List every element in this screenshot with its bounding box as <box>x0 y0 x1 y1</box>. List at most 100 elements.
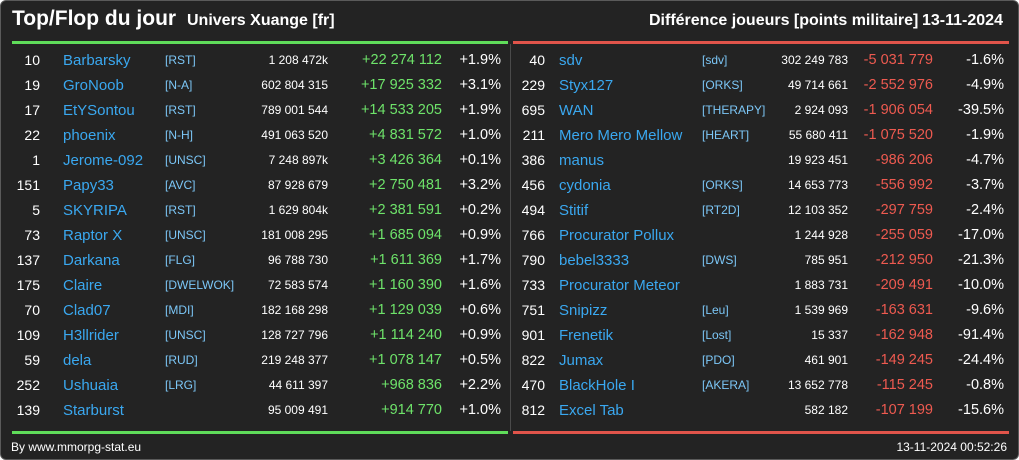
list-item: 229 Styx127 [ORKS] 49 714 661 -2 552 976 -4.9… <box>1 73 1004 98</box>
player-rank: 151 <box>16 177 40 193</box>
percent-change: -1.6% <box>966 52 1004 68</box>
player-name-link[interactable]: Procurator Meteor <box>559 277 680 294</box>
player-name-link[interactable]: SKYRIPA <box>63 202 127 219</box>
alliance-tag[interactable]: [UNSC] <box>165 328 206 342</box>
list-item: 456 cydonia [ORKS] 14 653 773 -556 992 -3.7% <box>1 173 1004 198</box>
player-name-link[interactable]: bebel3333 <box>559 252 630 269</box>
alliance-tag[interactable]: [LRG] <box>165 378 197 392</box>
player-name-link[interactable]: Jerome-092 <box>63 152 144 169</box>
player-points: 1 208 472k <box>268 53 328 67</box>
points-difference: +17 925 332 <box>360 77 442 93</box>
alliance-tag[interactable]: [AKERA] <box>702 378 750 392</box>
player-name-link[interactable]: H3llrider <box>63 327 119 344</box>
percent-change: +1.9% <box>459 102 501 118</box>
points-difference: -107 199 <box>875 402 933 418</box>
player-name-link[interactable]: sdv <box>559 52 583 69</box>
player-name-link[interactable]: WAN <box>559 102 594 119</box>
points-difference: -212 950 <box>875 252 933 268</box>
player-name-link[interactable]: Jumax <box>559 352 604 369</box>
alliance-tag[interactable]: [FLG] <box>165 253 196 267</box>
alliance-tag[interactable]: [N-H] <box>165 128 193 142</box>
percent-change: -15.6% <box>958 402 1004 418</box>
player-name-link[interactable]: Clad07 <box>63 302 111 319</box>
player-name-link[interactable]: GroNoob <box>63 77 124 94</box>
alliance-tag[interactable]: [MDI] <box>165 303 194 317</box>
alliance-tag[interactable]: [sdv] <box>702 53 728 67</box>
points-difference: +1 160 390 <box>369 277 442 293</box>
points-difference: +3 426 364 <box>369 152 442 168</box>
player-name-link[interactable]: BlackHole I <box>559 377 635 394</box>
player-name-link[interactable]: manus <box>559 152 605 169</box>
alliance-tag[interactable]: [ORKS] <box>702 78 743 92</box>
player-rank: 139 <box>16 402 40 418</box>
alliance-tag[interactable]: [RST] <box>165 103 196 117</box>
player-rank: 252 <box>16 377 40 393</box>
column-divider <box>510 44 511 431</box>
percent-change: -10.0% <box>958 277 1004 293</box>
alliance-tag[interactable]: [RT2D] <box>702 203 740 217</box>
top-gain-bar <box>12 41 508 44</box>
alliance-tag[interactable]: [N-A] <box>165 78 193 92</box>
alliance-tag[interactable]: [ORKS] <box>702 178 743 192</box>
player-rank: 751 <box>521 302 545 318</box>
player-name-link[interactable]: Snipizz <box>559 302 608 319</box>
player-points: 14 653 773 <box>787 178 848 192</box>
list-item: 812 Excel Tab 582 182 -107 199 -15.6% <box>1 398 1004 423</box>
percent-change: +1.0% <box>459 127 501 143</box>
player-rank: 1 <box>32 152 40 168</box>
player-name-link[interactable]: Claire <box>63 277 103 294</box>
player-name-link[interactable]: Mero Mero Mellow <box>559 127 683 144</box>
player-name-link[interactable]: Raptor X <box>63 227 123 244</box>
player-name-link[interactable]: EtYSontou <box>63 102 135 119</box>
alliance-tag[interactable]: [RST] <box>165 203 196 217</box>
player-name-link[interactable]: phoenix <box>63 127 116 144</box>
points-difference: -149 245 <box>875 352 933 368</box>
player-name-link[interactable]: Barbarsky <box>63 52 131 69</box>
alliance-tag[interactable]: [RUD] <box>165 353 198 367</box>
percent-change: -4.9% <box>966 77 1004 93</box>
alliance-tag[interactable]: [UNSC] <box>165 228 206 242</box>
player-rank: 22 <box>24 127 40 143</box>
player-name-link[interactable]: Stitif <box>559 202 589 219</box>
list-item: 175 Claire [DWELWOK] 72 583 574 +1 160 390 +1… <box>1 273 501 298</box>
alliance-tag[interactable]: [Lost] <box>702 328 732 342</box>
player-name-link[interactable]: Procurator Pollux <box>559 227 675 244</box>
player-rank: 470 <box>521 377 545 393</box>
player-name-link[interactable]: Styx127 <box>559 77 614 94</box>
points-difference: -297 759 <box>875 202 933 218</box>
alliance-tag[interactable]: [AVC] <box>165 178 196 192</box>
points-difference: +2 381 591 <box>369 202 442 218</box>
player-name-link[interactable]: dela <box>63 352 92 369</box>
player-name-link[interactable]: Frenetik <box>559 327 614 344</box>
footer-source: By www.mmorpg-stat.eu <box>11 440 142 454</box>
percent-change: +0.2% <box>459 202 501 218</box>
percent-change: +0.9% <box>459 327 501 343</box>
points-difference: -1 075 520 <box>863 127 933 143</box>
player-name-link[interactable]: Darkana <box>63 252 120 269</box>
alliance-tag[interactable]: [UNSC] <box>165 153 206 167</box>
alliance-tag[interactable]: [PDO] <box>702 353 735 367</box>
percent-change: -24.4% <box>958 352 1004 368</box>
points-difference: +1 078 147 <box>369 352 442 368</box>
player-points: 2 924 093 <box>794 103 848 117</box>
player-name-link[interactable]: Excel Tab <box>559 402 624 419</box>
alliance-tag[interactable]: [RST] <box>165 53 196 67</box>
player-rank: 59 <box>24 352 40 368</box>
points-difference: +1 129 039 <box>369 302 442 318</box>
footer-timestamp: 13-11-2024 00:52:26 <box>896 440 1007 454</box>
alliance-tag[interactable]: [HEART] <box>702 128 750 142</box>
points-difference: -986 206 <box>875 152 933 168</box>
player-points: 181 008 295 <box>261 228 328 242</box>
player-rank: 17 <box>24 102 40 118</box>
player-name-link[interactable]: Papy33 <box>63 177 114 194</box>
player-points: 1 629 804k <box>268 203 328 217</box>
points-difference: +14 533 205 <box>360 102 442 118</box>
alliance-tag[interactable]: [DWS] <box>702 253 737 267</box>
alliance-tag[interactable]: [Leu] <box>702 303 729 317</box>
player-name-link[interactable]: Starburst <box>63 402 124 419</box>
player-name-link[interactable]: cydonia <box>559 177 611 194</box>
player-name-link[interactable]: Ushuaia <box>63 377 119 394</box>
alliance-tag[interactable]: [THERAPY] <box>702 103 766 117</box>
alliance-tag[interactable]: [DWELWOK] <box>165 278 235 292</box>
points-difference: +1 685 094 <box>369 227 442 243</box>
